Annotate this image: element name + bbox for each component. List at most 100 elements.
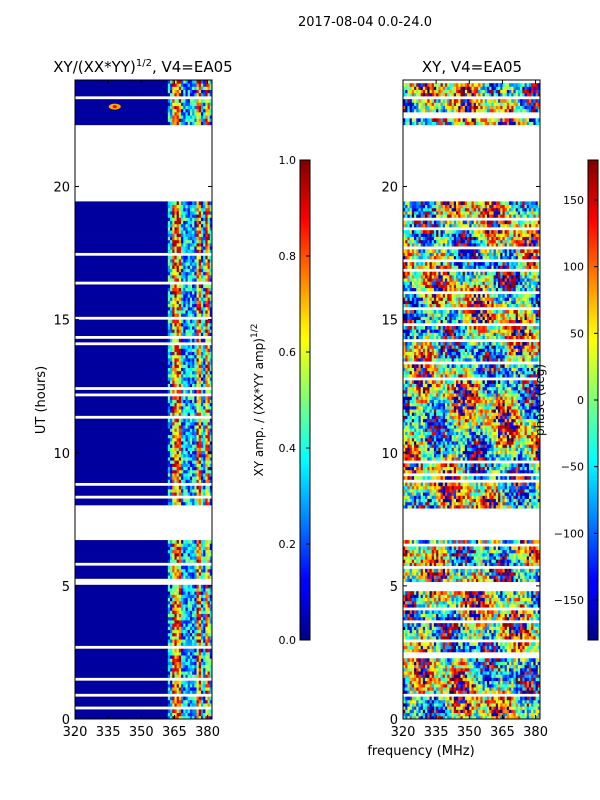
phase-heat-cell xyxy=(467,715,470,720)
amp-heat-cell xyxy=(167,674,171,678)
amp-heat-cell xyxy=(209,236,213,241)
amp-heat-cell xyxy=(183,102,186,106)
phase-heat-cell xyxy=(414,610,417,614)
phase-heat-cell xyxy=(407,664,411,669)
amp-heat-cell xyxy=(203,444,206,448)
amp-heat-cell xyxy=(167,313,171,317)
amp-heat-cell xyxy=(205,431,208,436)
amp-heat-cell xyxy=(178,699,182,704)
phase-heat-cell xyxy=(533,674,536,678)
amp-heat-cell xyxy=(185,565,189,570)
amp-heat-cell xyxy=(181,428,184,432)
phase-heat-cell xyxy=(493,696,497,701)
phase-heat-cell xyxy=(458,687,461,691)
amp-heat-cell xyxy=(205,300,208,305)
amp-heat-cell xyxy=(174,610,178,614)
phase-heat-cell xyxy=(420,661,424,666)
amp-heat-cell xyxy=(189,635,193,640)
amp-heat-cell xyxy=(167,332,171,336)
amp-heat-cell xyxy=(167,492,171,496)
amp-heat-cell xyxy=(196,274,200,279)
amp-heat-cell xyxy=(185,300,189,305)
phase-heat-cell xyxy=(535,664,539,669)
amp-heat-cell xyxy=(203,626,206,630)
amp-heat-cell xyxy=(174,600,178,605)
amp-heat-cell xyxy=(167,559,171,563)
amp-heat-cell xyxy=(203,348,206,352)
amp-heat-cell xyxy=(198,348,202,352)
amp-heat-cell xyxy=(187,715,191,720)
amp-heat-cell xyxy=(75,262,169,266)
phase-heat-cell xyxy=(416,712,419,717)
phase-heat-cell xyxy=(498,613,501,618)
phase-heat-cell xyxy=(447,616,450,621)
phase-heat-cell xyxy=(449,635,453,640)
amp-heat-cell xyxy=(203,338,206,343)
amp-heat-cell xyxy=(183,354,186,359)
amp-heat-cell xyxy=(205,418,208,423)
phase-heat-cell xyxy=(405,616,408,621)
amp-heat-cell xyxy=(205,453,208,458)
amp-heat-cell xyxy=(189,556,193,560)
amp-heat-cell xyxy=(174,479,178,483)
amp-heat-cell xyxy=(203,425,206,429)
phase-heat-cell xyxy=(407,616,411,621)
amp-heat-cell xyxy=(183,690,186,694)
phase-heat-cell xyxy=(520,706,523,710)
phase-heat-cell xyxy=(453,706,457,710)
amp-heat-cell xyxy=(209,89,213,94)
amp-heat-cell xyxy=(183,441,186,445)
amp-heat-cell xyxy=(194,214,197,218)
amp-heat-cell xyxy=(196,421,200,426)
phase-heat-cell xyxy=(537,706,541,710)
amp-heat-cell xyxy=(170,230,173,234)
amp-heat-cell xyxy=(178,680,182,685)
phase-heat-cell xyxy=(471,667,475,672)
amp-heat-cell xyxy=(209,319,213,324)
amp-heat-cell xyxy=(203,274,206,279)
phase-heat-cell xyxy=(440,690,444,694)
amp-heat-cell xyxy=(187,348,191,352)
amp-heat-cell xyxy=(185,549,189,554)
amp-heat-cell xyxy=(183,457,186,461)
amp-heat-cell xyxy=(181,642,184,646)
amp-heat-cell xyxy=(172,594,175,598)
phase-heat-cell xyxy=(478,699,481,704)
amp-heat-cell xyxy=(200,338,204,343)
amp-heat-cell xyxy=(198,485,202,490)
amp-heat-cell xyxy=(176,425,180,429)
phase-heat-cell xyxy=(411,613,415,618)
phase-heat-cell xyxy=(484,603,488,608)
amp-heat-cell xyxy=(170,367,173,372)
amp-heat-cell xyxy=(203,472,206,477)
amp-heat-cell xyxy=(194,380,197,384)
phase-heat-cell xyxy=(473,680,477,685)
amp-heat-cell xyxy=(205,226,208,231)
amp-heat-cell xyxy=(185,326,189,330)
phase-heat-cell xyxy=(431,632,435,637)
phase-heat-cell xyxy=(464,626,468,630)
amp-heat-cell xyxy=(170,469,173,474)
amp-heat-cell xyxy=(183,460,186,464)
amp-heat-cell xyxy=(183,201,186,205)
amp-heat-cell xyxy=(192,565,195,570)
amp-heat-cell xyxy=(194,616,197,621)
phase-heat-cell xyxy=(433,677,437,682)
amp-heat-cell xyxy=(207,236,211,241)
phase-heat-cell xyxy=(420,610,424,614)
amp-heat-cell xyxy=(174,629,178,634)
amp-heat-cell xyxy=(209,389,213,394)
amp-heat-cell xyxy=(187,687,191,691)
amp-heat-cell xyxy=(176,664,180,669)
amp-heat-cell xyxy=(203,584,206,589)
phase-heat-cell xyxy=(502,635,506,640)
amp-heat-cell xyxy=(181,600,184,605)
amp-heat-cell xyxy=(178,351,182,356)
amp-heat-cell xyxy=(174,211,178,215)
amp-heat-cell xyxy=(200,310,204,314)
amp-heat-cell xyxy=(178,271,182,276)
amp-heat-cell xyxy=(176,226,180,231)
phase-heat-cell xyxy=(486,696,490,701)
phase-heat-cell xyxy=(449,699,453,704)
amp-heat-cell xyxy=(194,488,197,493)
